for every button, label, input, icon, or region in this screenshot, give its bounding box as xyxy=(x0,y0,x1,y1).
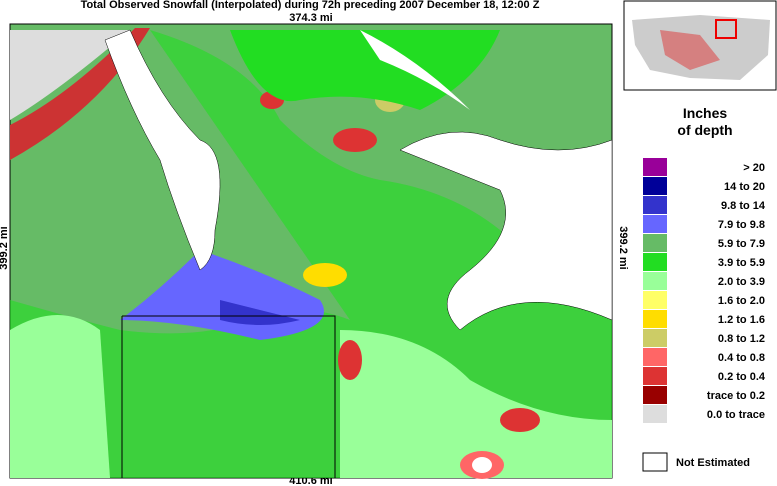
legend-swatch xyxy=(643,405,667,423)
not-estimated-label: Not Estimated xyxy=(676,457,750,469)
legend-swatch xyxy=(643,196,667,214)
legend-label: 0.8 to 1.2 xyxy=(718,333,765,345)
legend-label: 0.2 to 0.4 xyxy=(718,371,766,383)
legend-label: 1.2 to 1.6 xyxy=(718,314,765,326)
legend-swatch xyxy=(643,158,667,176)
legend: > 20 14 to 20 9.8 to 14 7.9 to 9.8 5.9 to 7.… xyxy=(643,158,766,423)
legend-label: 14 to 20 xyxy=(724,181,765,193)
legend-swatch xyxy=(643,348,667,366)
legend-label: 0.4 to 0.8 xyxy=(718,352,765,364)
legend-title: of depth xyxy=(677,122,732,138)
legend-swatch xyxy=(643,177,667,195)
legend-label: 2.0 to 3.9 xyxy=(718,276,765,288)
legend-label: 7.9 to 9.8 xyxy=(718,219,765,231)
legend-title: Inches xyxy=(683,105,728,121)
inset-map xyxy=(623,0,777,91)
legend-swatch xyxy=(643,291,667,309)
legend-label: 3.9 to 5.9 xyxy=(718,257,765,269)
map xyxy=(9,23,613,479)
legend-label: 5.9 to 7.9 xyxy=(718,238,765,250)
legend-swatch xyxy=(643,329,667,347)
legend-label: trace to 0.2 xyxy=(707,390,765,402)
legend-swatch xyxy=(643,253,667,271)
legend-label: > 20 xyxy=(743,162,765,174)
legend-swatch xyxy=(643,310,667,328)
bottom-scale: 410.6 mi xyxy=(289,475,332,486)
not-estimated-swatch xyxy=(642,452,668,472)
legend-label: 0.0 to trace xyxy=(707,409,765,421)
legend-swatch xyxy=(643,367,667,385)
title: Total Observed Snowfall (Interpolated) d… xyxy=(81,0,540,11)
left-scale: 399.2 mi xyxy=(0,226,10,269)
legend-swatch xyxy=(643,215,667,233)
legend-label: 1.6 to 2.0 xyxy=(718,295,765,307)
legend-swatch xyxy=(643,272,667,290)
right-scale: 399.2 mi xyxy=(617,226,629,269)
legend-swatch xyxy=(643,234,667,252)
top-scale: 374.3 mi xyxy=(289,12,332,24)
legend-label: 9.8 to 14 xyxy=(721,200,766,212)
legend-swatch xyxy=(643,386,667,404)
